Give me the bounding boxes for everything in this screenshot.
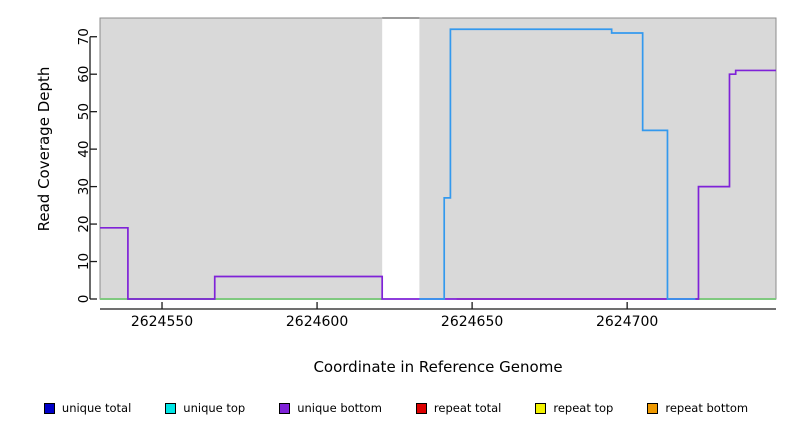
legend-label: repeat total	[433, 401, 502, 415]
tick-labels: 0 10 20 30 40 50 60 70 2624550 2624600 2624650 2624…	[76, 28, 658, 330]
legend-swatch-icon	[43, 402, 55, 414]
chart-legend: unique total unique top unique bottom repea…	[0, 398, 792, 418]
svg-text:70: 70	[76, 28, 92, 45]
legend-item-unique-total[interactable]: unique total	[43, 401, 132, 415]
data-series	[100, 28, 776, 300]
svg-text:2624550: 2624550	[131, 314, 193, 330]
svg-text:2624700: 2624700	[596, 314, 658, 330]
svg-text:0: 0	[76, 295, 92, 304]
legend-item-unique-bottom[interactable]: unique bottom	[279, 401, 382, 415]
legend-swatch-icon	[535, 402, 547, 414]
legend-swatch-icon	[415, 402, 427, 414]
legend-label: unique bottom	[297, 401, 382, 415]
legend-swatch-icon	[647, 402, 659, 414]
legend-label: unique top	[183, 401, 246, 415]
legend-label: repeat bottom	[665, 401, 749, 415]
legend-item-unique-top[interactable]: unique top	[165, 401, 245, 415]
legend-swatch-icon	[279, 402, 291, 414]
svg-text:60: 60	[76, 66, 92, 83]
svg-text:2624650: 2624650	[441, 314, 503, 330]
legend-item-repeat-total[interactable]: repeat total	[415, 401, 502, 415]
x-axis-title: Coordinate in Reference Genome	[313, 358, 563, 376]
legend-swatch-icon	[165, 402, 177, 414]
legend-item-repeat-bottom[interactable]: repeat bottom	[647, 401, 748, 415]
svg-text:50: 50	[76, 103, 92, 120]
plot-canvas: 0 10 20 30 40 50 60 70 2624550 2624600 2624650 2624…	[76, 17, 777, 330]
legend-label: unique total	[61, 401, 132, 415]
svg-text:2624600: 2624600	[286, 314, 348, 330]
svg-text:40: 40	[76, 141, 92, 158]
svg-text:20: 20	[76, 215, 92, 232]
legend-item-repeat-top[interactable]: repeat top	[535, 401, 613, 415]
svg-text:10: 10	[76, 253, 92, 270]
axes-ticks	[89, 36, 776, 310]
plot-background	[99, 17, 777, 300]
svg-text:30: 30	[76, 178, 92, 195]
legend-label: repeat top	[553, 401, 614, 415]
